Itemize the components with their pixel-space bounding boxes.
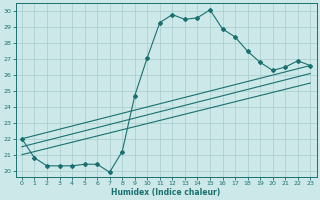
X-axis label: Humidex (Indice chaleur): Humidex (Indice chaleur) bbox=[111, 188, 221, 197]
